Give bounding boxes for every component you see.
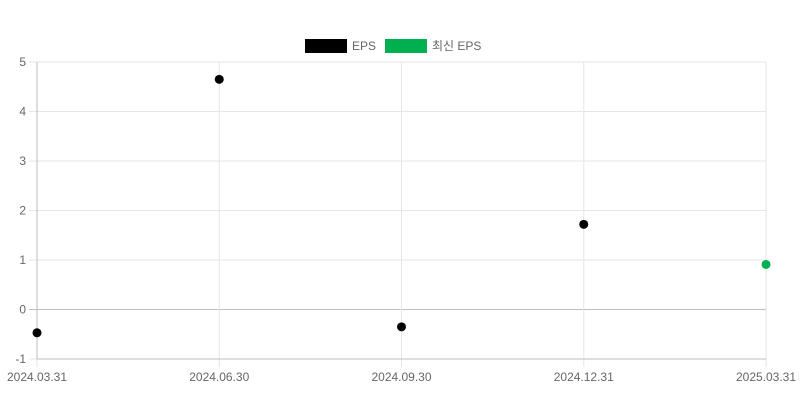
chart-axes [36,62,766,360]
legend-item-eps[interactable]: EPS [305,39,376,53]
y-tick-label: 0 [19,303,26,317]
x-tick-label: 2024.12.31 [554,370,614,384]
x-tick-label: 2024.09.30 [371,370,431,384]
y-tick-label: 1 [19,253,26,267]
y-tick-label: -1 [15,352,26,366]
y-tick-label: 2 [19,204,26,218]
eps-point[interactable] [579,219,589,229]
x-tick-label: 2024.06.30 [189,370,249,384]
chart-data-points [32,74,771,338]
legend-swatch-eps [305,39,347,53]
y-tick-label: 5 [19,55,26,69]
chart-legend: EPS 최신 EPS [305,39,481,53]
eps-point[interactable] [32,328,42,338]
legend-swatch-latest-eps [385,39,427,53]
eps-point[interactable] [214,74,224,84]
y-tick-label: 4 [19,105,26,119]
latest-eps-point[interactable] [761,259,771,269]
eps-point[interactable] [397,322,406,332]
y-tick-label: 3 [19,154,26,168]
legend-item-latest-eps[interactable]: 최신 EPS [385,39,481,53]
chart-grid [29,61,767,367]
legend-label-latest-eps: 최신 EPS [432,39,481,53]
x-tick-label: 2024.03.31 [7,370,67,384]
x-tick-label: 2025.03.31 [736,370,796,384]
legend-label-eps: EPS [352,39,376,53]
chart-tick-labels: 5 4 3 2 1 0 -1 2024.03.31 2024.06.30 2024.09.30 20… [7,55,796,384]
